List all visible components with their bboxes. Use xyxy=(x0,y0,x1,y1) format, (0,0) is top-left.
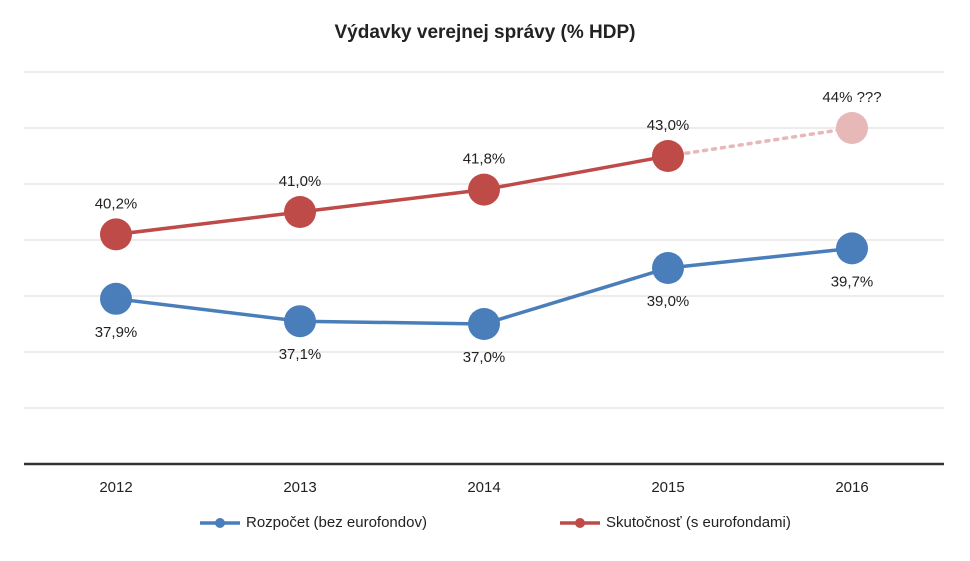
x-tick-label: 2012 xyxy=(99,479,132,496)
data-label: 43,0% xyxy=(647,117,690,134)
point xyxy=(468,308,500,340)
point xyxy=(836,232,868,265)
legend-marker xyxy=(575,518,585,528)
legend-label: Skutočnosť (s eurofondami) xyxy=(606,514,791,531)
data-label: 44% ??? xyxy=(822,89,881,106)
data-label: 40,2% xyxy=(95,195,138,212)
point xyxy=(284,305,316,338)
data-label: 41,8% xyxy=(463,151,506,168)
point xyxy=(284,196,316,228)
point xyxy=(652,252,684,284)
data-label: 41,0% xyxy=(279,173,322,190)
data-label: 37,9% xyxy=(95,324,138,341)
legend-marker xyxy=(215,518,225,528)
x-tick-label: 2013 xyxy=(283,479,316,496)
data-label: 39,0% xyxy=(647,293,690,310)
data-label: 37,1% xyxy=(279,346,322,363)
chart-title: Výdavky verejnej správy (% HDP) xyxy=(335,22,636,43)
point xyxy=(468,173,500,206)
projection-line xyxy=(666,126,854,158)
data-label: 39,7% xyxy=(831,273,874,290)
x-tick-label: 2014 xyxy=(467,479,500,496)
data-label: 37,0% xyxy=(463,349,506,366)
x-tick-label: 2016 xyxy=(835,479,868,496)
point xyxy=(100,282,132,315)
legend-label: Rozpočet (bez eurofondov) xyxy=(246,514,427,531)
x-tick-label: 2015 xyxy=(651,479,684,496)
point xyxy=(100,218,132,251)
series-line xyxy=(115,154,669,237)
point xyxy=(652,140,684,172)
point xyxy=(836,112,868,144)
